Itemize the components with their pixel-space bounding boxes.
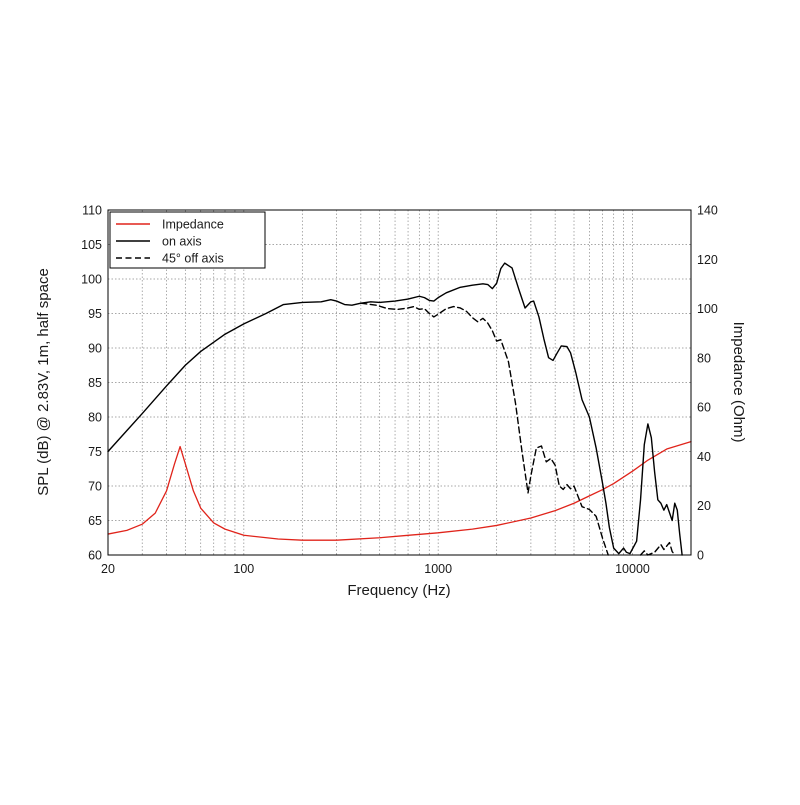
series-line-on-axis-1 — [107, 262, 683, 556]
tick-labels-layer: 60 65 70 75 80 85 90 95 100 105 110 0 20 40 60 80 100 120… — [81, 204, 718, 577]
y2-tick-label: 0 — [697, 549, 704, 563]
y-tick-label: 65 — [88, 514, 102, 528]
legend-label-on-axis: on axis — [162, 235, 202, 249]
y2-axis-title: Impedance (Ohm) — [730, 322, 747, 443]
plot-border — [107, 209, 692, 556]
y-tick-label: 85 — [88, 376, 102, 390]
y-tick-label: 95 — [88, 307, 102, 321]
series-layer — [107, 262, 692, 556]
x-axis-title: Frequency (Hz) — [347, 582, 450, 599]
y2-tick-label: 140 — [697, 204, 718, 218]
series-line-impedance-0 — [107, 440, 692, 541]
y-tick-label: 100 — [81, 273, 102, 287]
series-line-off-axis-hf-3 — [639, 541, 676, 556]
y-tick-label: 60 — [88, 549, 102, 563]
y2-tick-label: 40 — [697, 450, 711, 464]
plot-frame — [107, 209, 692, 556]
y-tick-label: 70 — [88, 480, 102, 494]
y-tick-label: 90 — [88, 342, 102, 356]
legend: Impedance on axis 45° off axis — [109, 211, 266, 269]
y2-tick-label: 80 — [697, 351, 711, 365]
x-tick-label: 20 — [101, 562, 115, 576]
y2-tick-label: 20 — [697, 499, 711, 513]
y2-tick-label: 120 — [697, 253, 718, 267]
x-tick-label: 1000 — [424, 562, 452, 576]
x-tick-label: 100 — [233, 562, 254, 576]
y2-tick-label: 60 — [697, 401, 711, 415]
y-tick-label: 110 — [82, 204, 102, 218]
y-axis-title: SPL (dB) @ 2.83V, 1m, half space — [35, 268, 52, 496]
y2-tick-label: 100 — [697, 302, 718, 316]
legend-label-impedance: Impedance — [162, 218, 224, 232]
y-tick-label: 75 — [88, 445, 102, 459]
series-line-45-off-axis-2 — [360, 302, 609, 556]
legend-label-off-axis: 45° off axis — [162, 252, 224, 266]
y-tick-label: 80 — [88, 411, 102, 425]
x-tick-label: 10000 — [615, 562, 650, 576]
y-tick-label: 105 — [81, 238, 102, 252]
